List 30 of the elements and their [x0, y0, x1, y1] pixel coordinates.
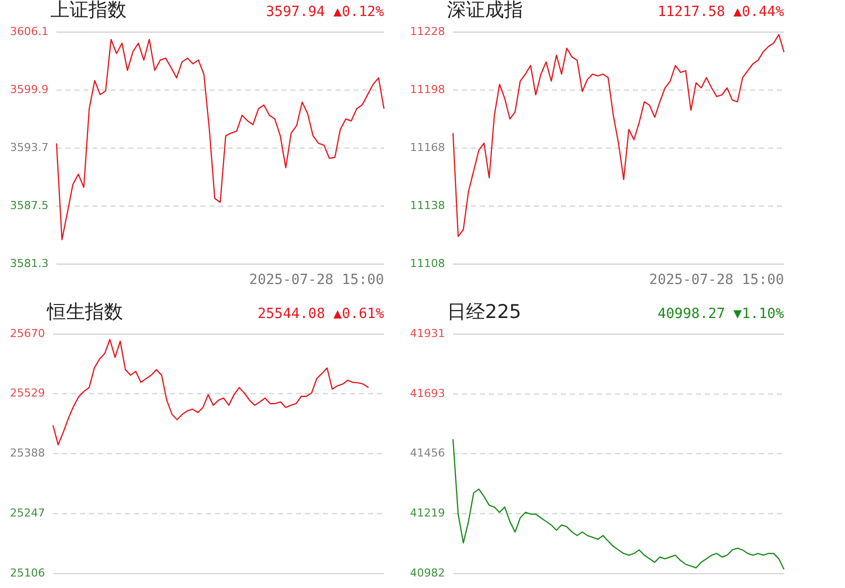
- text: 2025-07-28 15:00: [649, 272, 784, 288]
- y-tick-label: 3606.1: [10, 24, 48, 38]
- y-tick-label: 25529: [10, 386, 45, 400]
- chart-title: 日经225: [446, 301, 522, 323]
- y-tick-label: 25247: [10, 506, 45, 520]
- y-tick-label: 3599.9: [10, 82, 48, 96]
- y-tick-label: 11198: [410, 82, 445, 96]
- y-tick-label: 25670: [10, 326, 45, 340]
- text: 3597.94 ▲0.12%: [266, 4, 385, 20]
- y-tick-label: 11168: [410, 140, 445, 154]
- y-tick-label: 25388: [10, 446, 45, 460]
- chart-title: 上证指数: [50, 0, 126, 21]
- y-tick-label: 11138: [410, 198, 445, 212]
- y-tick-label: 25106: [10, 566, 45, 580]
- chart-title: 恒生指数: [46, 301, 123, 323]
- text: 2025-07-28 15:00: [249, 272, 384, 288]
- y-tick-label: 11228: [410, 24, 445, 38]
- y-tick-label: 3581.3: [10, 256, 48, 270]
- chart-title: 深证成指: [446, 0, 523, 21]
- y-tick-label: 41219: [410, 506, 445, 520]
- y-tick-label: 41456: [410, 446, 445, 460]
- y-tick-label: 41931: [410, 326, 445, 340]
- y-tick-label: 3587.5: [10, 198, 48, 212]
- y-tick-label: 3593.7: [10, 140, 48, 154]
- text: 11217.58 ▲0.44%: [658, 4, 785, 20]
- y-tick-label: 11108: [410, 256, 445, 270]
- text: 25544.08 ▲0.61%: [258, 306, 385, 322]
- y-tick-label: 40982: [410, 566, 445, 580]
- y-tick-label: 41693: [410, 386, 445, 400]
- text: 40998.27 ▼1.10%: [658, 306, 785, 322]
